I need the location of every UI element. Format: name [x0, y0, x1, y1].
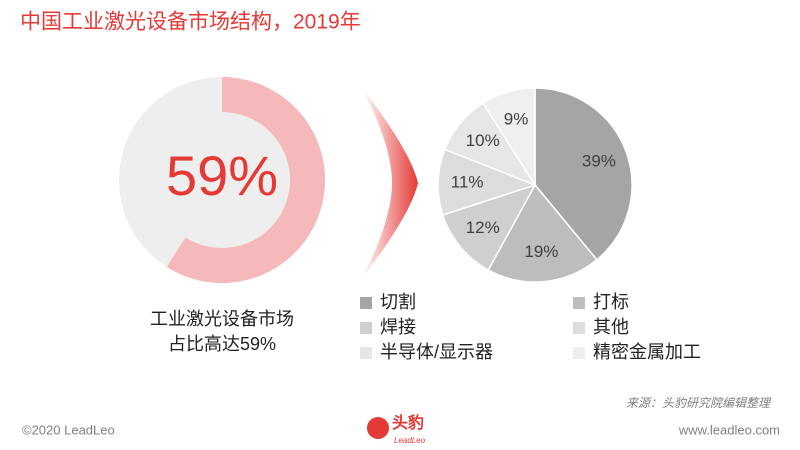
- pie-value-label: 10%: [466, 131, 500, 150]
- source: 来源：头豹研究院编辑整理: [626, 396, 772, 410]
- pie-value-label: 39%: [582, 151, 616, 170]
- legend-swatch: [573, 297, 585, 309]
- pie-value-label: 19%: [524, 242, 558, 261]
- legend-label: 切割: [380, 292, 416, 312]
- legend-swatch: [360, 347, 372, 359]
- logo-sub: LeadLeo: [394, 436, 426, 445]
- pie-value-label: 12%: [466, 218, 500, 237]
- arrow: [362, 88, 418, 278]
- legend-label: 打标: [593, 292, 629, 312]
- pie-value-label: 9%: [504, 109, 529, 128]
- pie-slice: [487, 183, 598, 283]
- website: www.leadleo.com: [678, 422, 780, 437]
- donut-value-label: 59%: [166, 144, 278, 207]
- legend-swatch: [360, 322, 372, 334]
- legend-label: 焊接: [380, 317, 416, 337]
- pie-slice: [481, 87, 536, 188]
- legend-swatch: [573, 347, 585, 359]
- logo-icon: [367, 417, 389, 439]
- legend-label: 精密金属加工: [593, 342, 701, 362]
- title: 中国工业激光设备市场结构，2019年: [20, 11, 361, 34]
- pie-value-label: 11%: [451, 172, 484, 191]
- legend-label: 其他: [593, 317, 629, 337]
- donut-caption: 占比高达59%: [168, 334, 276, 354]
- legend-swatch: [360, 297, 372, 309]
- donut-caption: 工业激光设备市场: [150, 309, 294, 329]
- pie-slice: [441, 183, 537, 272]
- pie-slice: [437, 148, 538, 216]
- legend-swatch: [573, 322, 585, 334]
- donut-arc: [166, 77, 325, 283]
- logo-name: 头豹: [392, 413, 424, 432]
- legend-label: 半导体/显示器: [380, 342, 493, 362]
- copyright: ©2020 LeadLeo: [22, 422, 115, 437]
- pie-slice: [534, 87, 633, 261]
